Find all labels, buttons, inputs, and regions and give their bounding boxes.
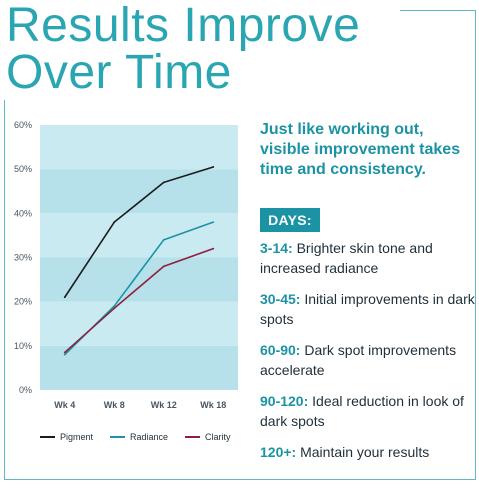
y-tick-label: 40%	[14, 208, 32, 218]
data-point-pigment	[113, 221, 116, 224]
data-point-radiance	[113, 305, 116, 307]
headline: Just like working out, visible improveme…	[260, 121, 461, 178]
legend-label: Pigment	[60, 432, 94, 442]
y-tick-label: 60%	[14, 120, 32, 130]
x-tick-label: Wk 4	[54, 400, 75, 410]
day-item: 30-45: Initial improvements in dark spot…	[260, 289, 475, 329]
y-tick-label: 20%	[14, 297, 32, 307]
day-range: 120+:	[260, 444, 297, 460]
title-line-1: Results Improve	[6, 0, 361, 52]
chart-svg: 0% 10% 20% 30% 40% 50% 60% Wk 4 Wk 8 Wk 12 Wk 18	[14, 120, 238, 410]
series-line-pigment	[64, 166, 214, 298]
data-point-radiance	[212, 221, 215, 224]
legend-item-clarity: Clarity	[185, 432, 231, 442]
chart-band	[40, 213, 238, 258]
legend-label: Radiance	[130, 432, 169, 442]
legend-item-pigment: Pigment	[40, 432, 93, 442]
chart-band	[40, 345, 238, 390]
series-line-clarity	[64, 247, 214, 354]
day-description: Initial improvements in dark spots	[260, 291, 475, 327]
chart-band	[40, 169, 238, 214]
days-badge: DAYS:	[260, 208, 320, 232]
title-line-2: Over Time	[6, 46, 232, 99]
legend-label: Clarity	[205, 432, 231, 442]
legend-swatch	[40, 436, 55, 438]
title-backdrop	[0, 0, 400, 100]
y-tick-label: 50%	[14, 164, 32, 174]
data-point-radiance	[63, 353, 66, 356]
days-list: 3-14: Brighter skin tone and increased r…	[260, 238, 475, 462]
day-item: 120+: Maintain your results	[260, 442, 475, 462]
legend-item-radiance: Radiance	[110, 432, 168, 442]
data-point-clarity	[113, 307, 116, 310]
day-range: 30-45:	[260, 291, 301, 307]
day-description: Ideal reduction in look of dark spots	[260, 393, 464, 429]
chart-band	[40, 301, 238, 346]
day-description: Dark spot improvements accelerate	[260, 342, 457, 378]
day-description: Brighter skin tone and increased radianc…	[260, 240, 433, 276]
y-tick-label: 10%	[14, 341, 32, 351]
data-point-pigment	[212, 166, 215, 168]
x-tick-label: Wk 12	[151, 400, 177, 410]
day-range: 3-14:	[260, 240, 293, 256]
y-tick-label: 30%	[14, 253, 32, 263]
data-point-pigment	[162, 181, 165, 184]
legend-swatch	[110, 436, 125, 438]
y-tick-label: 0%	[19, 385, 32, 395]
chart-legend: Pigment Radiance Clarity	[40, 428, 240, 448]
line-chart: 0% 10% 20% 30% 40% 50% 60% Wk 4 Wk 8 Wk 12 Wk 18	[0, 110, 250, 460]
data-point-radiance	[162, 238, 165, 241]
day-range: 90-120:	[260, 393, 309, 409]
data-point-clarity	[212, 247, 215, 250]
day-description: Maintain your results	[296, 444, 430, 460]
day-item: 3-14: Brighter skin tone and increased r…	[260, 238, 475, 278]
data-point-clarity	[63, 351, 66, 354]
day-item: 60-90: Dark spot improvements accelerate	[260, 340, 475, 380]
chart-band	[40, 257, 238, 302]
data-point-clarity	[162, 265, 165, 268]
data-point-pigment	[63, 296, 66, 299]
chart-band	[40, 125, 238, 170]
page-title: Results Improve Over Time	[6, 0, 361, 99]
day-item: 90-120: Ideal reduction in look of dark …	[260, 391, 475, 431]
legend-swatch	[185, 436, 200, 438]
x-tick-label: Wk 18	[200, 400, 226, 410]
day-range: 60-90:	[260, 342, 301, 358]
x-tick-label: Wk 8	[104, 400, 125, 410]
